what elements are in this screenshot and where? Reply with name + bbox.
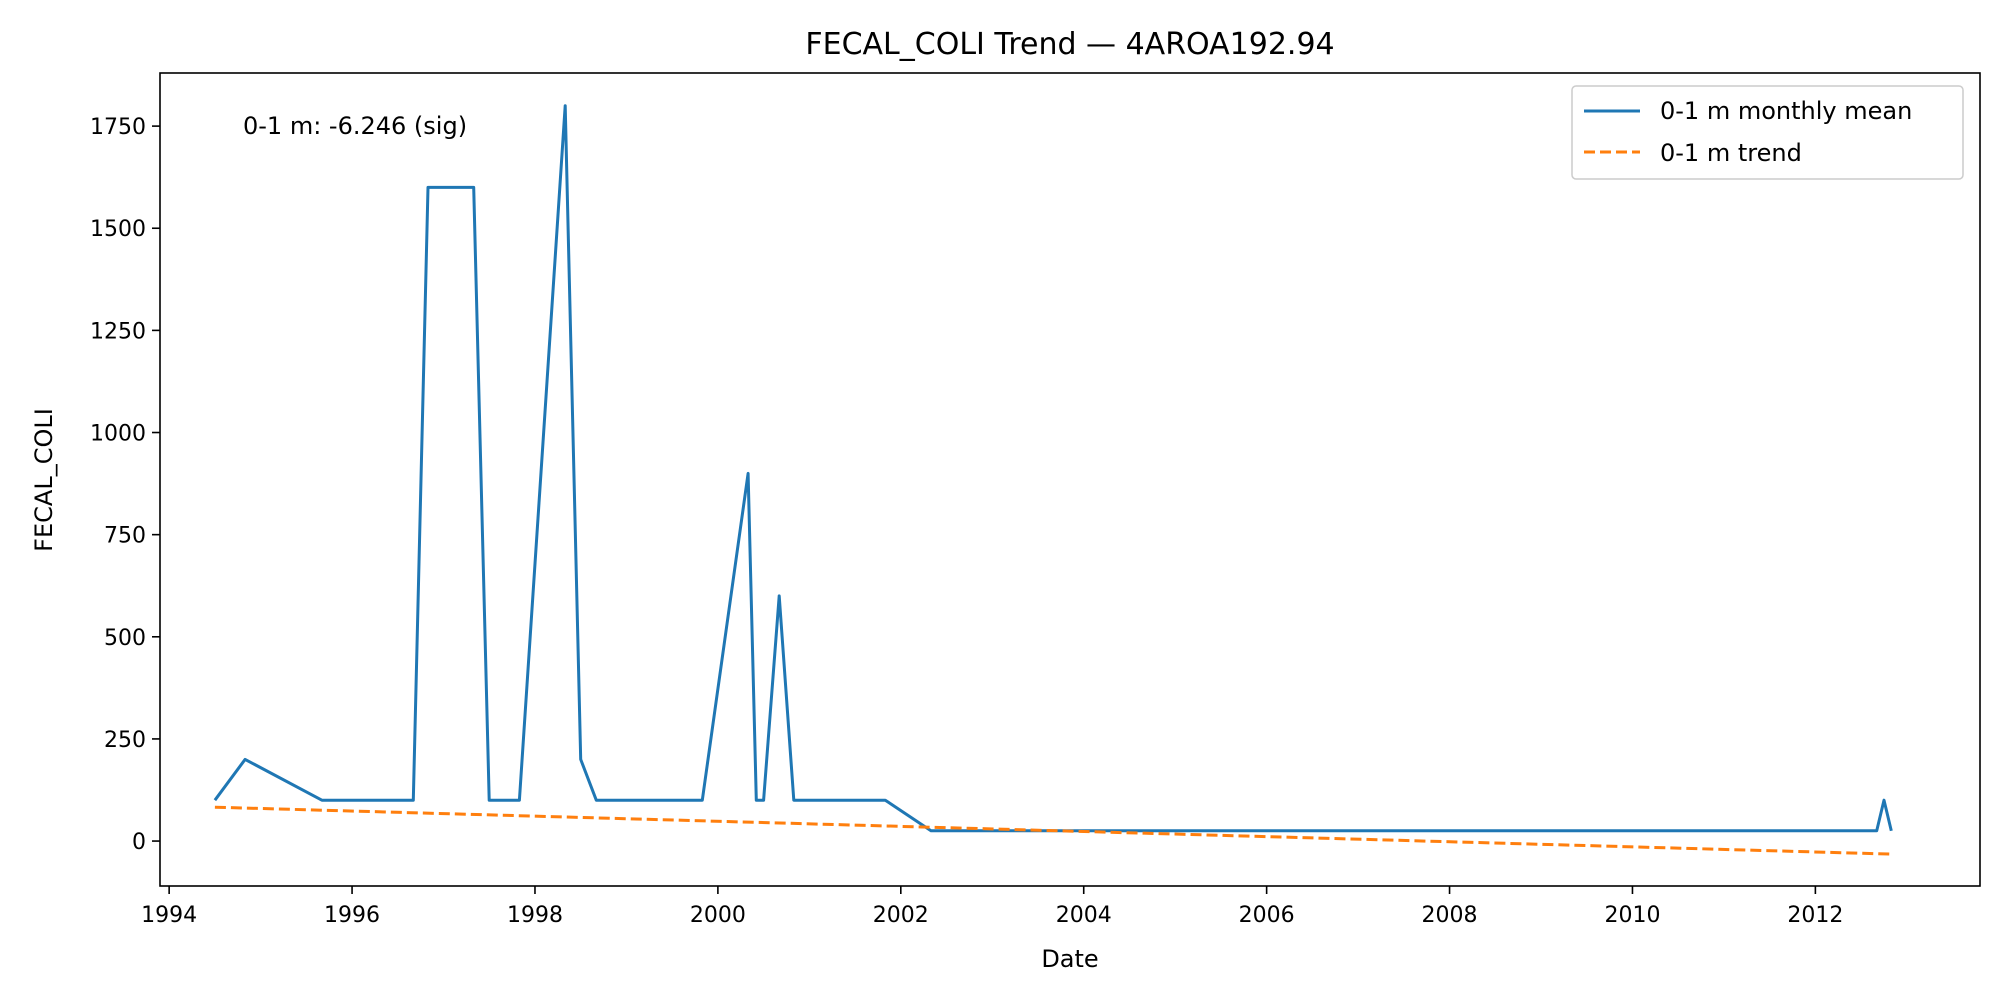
y-tick-label: 1000 xyxy=(90,422,146,447)
x-tick-label: 2012 xyxy=(1787,903,1843,928)
legend-label-trend: 0-1 m trend xyxy=(1660,139,1802,167)
x-axis: 1994 1996 1998 2000 2002 2004 2006 2008 2010 2012 xyxy=(141,886,1843,928)
x-tick-label: 2004 xyxy=(1056,903,1112,928)
axes-frame xyxy=(159,72,1981,887)
y-axis: 0 250 500 750 1000 1250 1500 1750 xyxy=(90,115,160,855)
x-tick-label: 2010 xyxy=(1604,903,1660,928)
series-layer xyxy=(213,104,1893,856)
x-tick-label: 1996 xyxy=(324,903,380,928)
trend-annotation: 0-1 m: -6.246 (sig) xyxy=(243,112,467,140)
y-tick-label: 250 xyxy=(104,728,146,753)
series-line-trend xyxy=(214,805,1892,856)
legend-label-mean: 0-1 m monthly mean xyxy=(1660,97,1912,125)
y-axis-label: FECAL_COLI xyxy=(30,408,58,552)
x-tick-label: 2002 xyxy=(873,903,929,928)
plot-area xyxy=(159,72,1981,887)
x-tick-label: 2006 xyxy=(1239,903,1295,928)
y-tick-label: 0 xyxy=(132,830,146,855)
y-tick-label: 500 xyxy=(104,626,146,651)
y-tick-label: 750 xyxy=(104,524,146,549)
chart-title: FECAL_COLI Trend — 4AROA192.94 xyxy=(805,27,1334,62)
legend-box xyxy=(1571,85,1964,180)
legend: 0-1 m monthly mean 0-1 m trend xyxy=(1571,85,1964,180)
y-tick-label: 1500 xyxy=(90,217,146,242)
y-tick-label: 1750 xyxy=(90,115,146,140)
y-tick-label: 1250 xyxy=(90,319,146,344)
x-tick-label: 1994 xyxy=(141,903,197,928)
series-line-monthly-mean xyxy=(213,104,1893,833)
x-tick-label: 1998 xyxy=(507,903,563,928)
x-tick-label: 2000 xyxy=(690,903,746,928)
x-tick-label: 2008 xyxy=(1422,903,1478,928)
x-axis-label: Date xyxy=(1041,945,1098,973)
